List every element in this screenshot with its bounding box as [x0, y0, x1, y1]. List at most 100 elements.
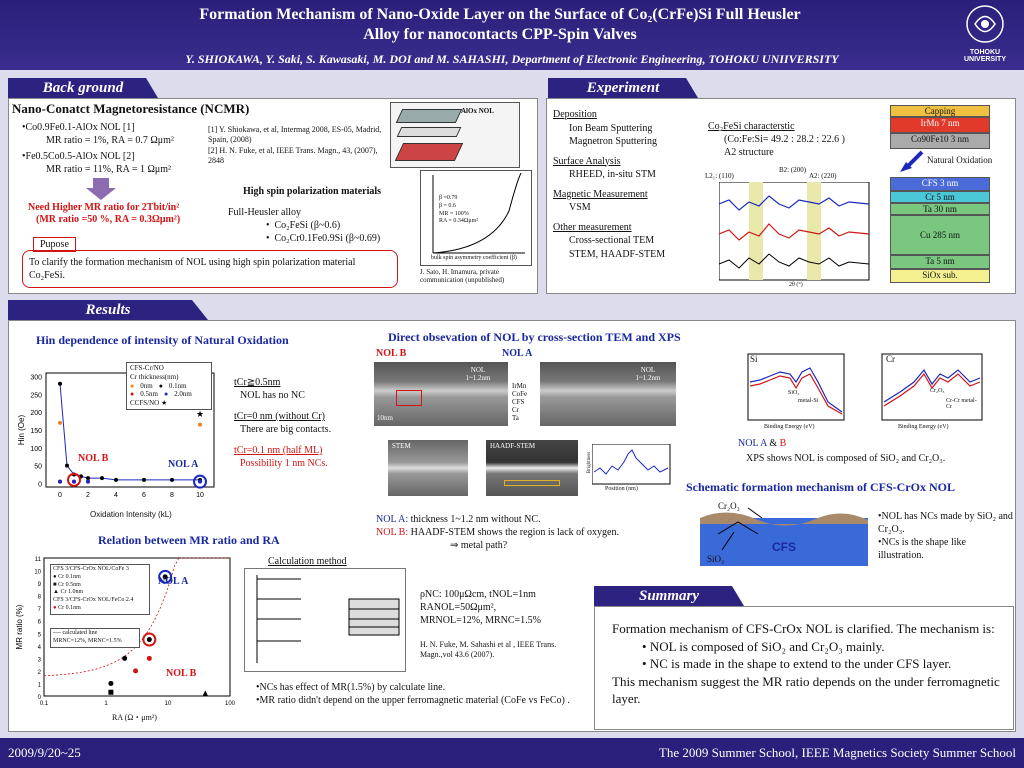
mr-nola-label: NOL A: [158, 576, 189, 587]
alox-label: AlOx NOL: [461, 107, 494, 115]
mr-calc-legend: ---- calculated line MRNC=12%, MRNC=1.5%: [50, 628, 140, 648]
hin-y-tick: 100: [30, 446, 42, 453]
nc-note-1: •NCs has effect of MR(1.5%) by calculate…: [256, 682, 446, 693]
layer-cr: Cr 5 nm: [890, 191, 990, 203]
xps-sio2-label: SiO₂: [788, 390, 800, 396]
mr-y-tick: 0: [38, 695, 42, 701]
haadf-image: HAADF-STEM: [486, 440, 578, 496]
mr-point: [162, 574, 168, 580]
brightness-profile: [592, 444, 671, 485]
mr-y-tick: 4: [38, 645, 42, 651]
mr-point: [202, 690, 209, 697]
reference-2: [2] H. N. Fuke, et al, IEEE Trans. Magn.…: [208, 145, 378, 166]
hin-y-tick: 300: [30, 375, 42, 382]
need-higher-mr-values: (MR ratio =50 %, RA = 0.3Ωμm²): [36, 214, 181, 225]
graph-note-2: β = 0.6: [439, 202, 456, 209]
hin-y-tick: 250: [30, 392, 42, 399]
hin-nola-label: NOL A: [168, 459, 199, 470]
schem-notes: •NOL has NCs made by SiO₂ and Cr₂O₃. •NC…: [878, 510, 1014, 562]
hin-legend-sub: Cr thickness(nm): [130, 372, 179, 381]
hin-x-tick: 6: [142, 492, 146, 499]
reference-1: [1] Y. Shiokawa, et al, Intermag 2008, E…: [208, 125, 382, 145]
tem-image-a: NOL 1~1.2nm: [540, 362, 676, 426]
graph-xlabel: bulk spin asymmetry coefficient (β): [431, 255, 517, 261]
heusler-item-2: • Co₂Cr0.1Fe0.9Si (β~0.69): [266, 233, 381, 244]
haadf-label: HAADF-STEM: [490, 442, 536, 450]
xps-si-plot: [747, 353, 845, 421]
calc-diagram: [244, 568, 406, 672]
tem-image-b: NOL 1~1.2nm 10nm: [374, 362, 508, 426]
mr-y-tick: 7: [38, 607, 42, 613]
mr-beta-curve: [432, 172, 525, 254]
layer-ta5: Ta 5 nm: [890, 255, 990, 269]
graph-notes: β =0.79 β = 0.6 MR = 100% RA = 0.34Ωμm²: [439, 195, 478, 226]
mr-point: [133, 668, 139, 674]
deposition-1: Ion Beam Sputtering: [569, 122, 653, 134]
hin-x-tick: 2: [86, 492, 90, 499]
tem-layer-labels: IrMn CoFe CFS Cr Ta: [512, 382, 528, 423]
xps-cr-label: Cr: [886, 354, 895, 364]
hin-point: [58, 420, 62, 425]
xrd-l21-label: L2₁: (110): [705, 172, 734, 180]
mr-point: [146, 655, 152, 661]
purpose-text: To clarify the formation mechanism of NO…: [22, 250, 398, 288]
xps-cr2o3-label: Cr₂O₃: [930, 388, 945, 394]
down-arrow-icon: [86, 178, 116, 200]
logo-text: TOHOKU UNIVERSITY: [963, 49, 1006, 63]
hin-point: ★: [196, 409, 204, 419]
ref-item-2: •Fe0.5Co0.5-AlOx NOL [2]: [22, 151, 135, 162]
mr-y-tick: 8: [38, 595, 42, 601]
hin-x-tick: 10: [196, 492, 204, 499]
hin-point: [114, 477, 118, 482]
param-1: ρNC: 100μΩcm, tNOL=1nm: [420, 589, 536, 600]
ref-item-1: •Co0.9Fe0.1-AlOx NOL [1]: [22, 122, 135, 133]
mr-legend: CFS 3/CFS-CrOx NOL/CoFe 3 ● Cr 0.1nm ■ C…: [50, 564, 150, 615]
tcr-1: tCr≧0.5nm: [234, 377, 281, 388]
xps-cr-plot: [881, 353, 983, 421]
need-higher-mr: Need Higher MR ratio for 2Tbit/in²: [28, 202, 180, 213]
tcr-2: tCr=0 nm (without Cr): [234, 411, 325, 422]
other-heading: Other measurement: [553, 221, 632, 233]
hin-ylabel: Hin (Oe): [17, 415, 26, 446]
hin-point: [58, 479, 62, 484]
hin-point: [198, 422, 202, 427]
experiment-tab: Experiment: [548, 78, 698, 98]
hin-nolb-label: NOL B: [78, 453, 109, 464]
xps-si-xlabel: Binding Energy (eV): [764, 424, 815, 430]
mr-point: [108, 689, 114, 695]
hin-y-tick: 50: [34, 464, 42, 471]
poster-header: Formation Mechanism of Nano-Oxide Layer …: [0, 0, 1024, 70]
mr-x-tick: 100: [225, 701, 236, 707]
hin-legend: CFS-Cr/NO Cr thickness(nm) ● 0nm ● 0.1nm ● 0…: [126, 362, 212, 410]
authors-line: Y. SHIOKAWA, Y. Saki, S. Kawasaki, M. DO…: [185, 52, 839, 66]
hin-point: [72, 479, 76, 484]
mr-nolb-circle: [142, 632, 157, 647]
rel-title: Relation between MR ratio and RA: [98, 533, 280, 547]
mr-x-tick: 1: [104, 701, 108, 707]
bottom-layer: [394, 143, 464, 161]
purpose-label: Pupose: [33, 237, 76, 252]
xps-cr-xlabel: Binding Energy (eV): [898, 424, 949, 430]
mr-x-tick: 10: [165, 701, 172, 707]
xrd-xlabel: 2θ (°): [789, 282, 803, 288]
layer-irmn: IrMn 7 nm: [890, 117, 990, 133]
poster-footer: 2009/9/20~25 The 2009 Summer School, IEE…: [0, 738, 1024, 768]
hin-point: [198, 479, 202, 484]
hin-y-tick: 150: [30, 428, 42, 435]
mr-nolb-label: NOL B: [166, 668, 197, 679]
nc-note-2: •MR ratio didn't depend on the upper fer…: [256, 694, 570, 706]
xps-si-chart: Si SiO₂ metal-Si Binding Energy (eV): [736, 352, 846, 434]
hin-point: [142, 477, 146, 482]
graph-note-1: β =0.79: [439, 195, 458, 201]
references: [1] Y. Shiokawa, et al, Intermag 2008, E…: [208, 125, 386, 167]
char-heading: Co₂FeSi characterstic: [708, 121, 795, 132]
tem-scale-bar: 10nm: [377, 414, 393, 422]
calc-title: Calculation method: [268, 556, 347, 567]
layer-cfs: CFS 3 nm: [890, 177, 990, 191]
hin-nolb-circle: [67, 472, 81, 487]
mr-y-tick: 2: [38, 670, 42, 676]
mr-y-tick: 6: [38, 620, 42, 626]
deposition-heading: Deposition: [553, 109, 597, 120]
hin-title: Hin dependence of intensity of Natural O…: [36, 333, 289, 347]
tcr-notes: tCr≧0.5nm NOL has no NC tCr=0 nm (withou…: [234, 376, 331, 470]
